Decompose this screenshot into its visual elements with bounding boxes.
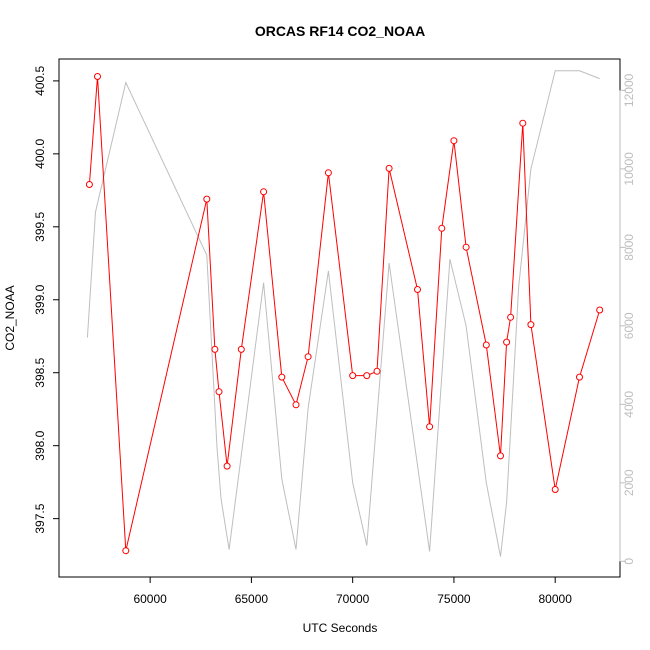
plot-frame <box>58 58 621 578</box>
y-axis-label: CO2_NOAA <box>3 285 17 350</box>
x-tick-label: 75000 <box>437 592 471 606</box>
co2-point <box>324 169 332 177</box>
x-axis-label: UTC Seconds <box>303 621 378 635</box>
right-tick-label: 6000 <box>622 312 636 339</box>
co2-point <box>503 338 511 346</box>
co2-line <box>88 76 601 551</box>
altitude-line <box>86 70 600 557</box>
left-tick-label: 399.0 <box>33 284 47 314</box>
co2-point <box>426 423 434 431</box>
co2-point <box>260 188 268 196</box>
co2-point <box>507 313 515 321</box>
co2-point <box>373 367 381 375</box>
left-tick-label: 400.0 <box>33 139 47 169</box>
co2-point <box>519 119 527 127</box>
right-tick-label: 8000 <box>622 234 636 261</box>
co2-point <box>215 388 223 396</box>
left-tick-label: 399.5 <box>33 211 47 241</box>
left-tick-label: 397.5 <box>33 503 47 533</box>
altitude-series <box>86 70 600 557</box>
co2-point <box>349 372 357 380</box>
co2-point <box>203 195 211 203</box>
left-tick-label: 400.5 <box>33 66 47 96</box>
co2-point <box>450 137 458 145</box>
co2-point <box>237 345 245 353</box>
x-axis: 60000 65000 70000 75000 80000 <box>133 576 573 606</box>
x-tick-label: 70000 <box>336 592 370 606</box>
co2-series <box>85 73 604 555</box>
left-tick-label: 398.5 <box>33 357 47 387</box>
right-tick-label: 0 <box>622 558 636 565</box>
right-tick-label: 10000 <box>622 152 636 186</box>
co2-point <box>576 373 583 381</box>
right-tick-label: 4000 <box>622 391 636 418</box>
co2-point <box>278 373 286 381</box>
co2-point <box>497 452 504 460</box>
co2-point <box>85 181 93 188</box>
right-tick-label: 2000 <box>622 469 636 496</box>
co2-point <box>596 306 604 314</box>
co2-point <box>211 345 219 353</box>
co2-point <box>292 401 300 409</box>
co2-point <box>122 547 130 555</box>
left-tick-label: 398.0 <box>33 430 47 460</box>
co2-point <box>527 321 535 329</box>
left-y-axis: 397.5 398.0 398.5 399.0 399.5 400.0 400.5 <box>33 66 60 534</box>
right-y-axis: 0 2000 4000 6000 8000 10000 12000 <box>619 73 636 565</box>
x-tick-label: 80000 <box>539 592 573 606</box>
x-tick-label: 60000 <box>133 592 167 606</box>
x-tick-label: 65000 <box>235 592 269 606</box>
co2-point <box>304 353 312 361</box>
co2-point <box>438 224 446 232</box>
chart-title: ORCAS RF14 CO2_NOAA <box>255 23 425 39</box>
co2-point <box>363 372 371 380</box>
co2-point <box>385 164 393 172</box>
co2-point <box>462 243 470 251</box>
co2-point <box>551 486 559 493</box>
co2-point <box>482 341 490 349</box>
right-tick-label: 12000 <box>622 73 636 107</box>
co2-point <box>414 286 421 293</box>
co2-point <box>94 73 101 80</box>
co2-point <box>223 462 231 470</box>
